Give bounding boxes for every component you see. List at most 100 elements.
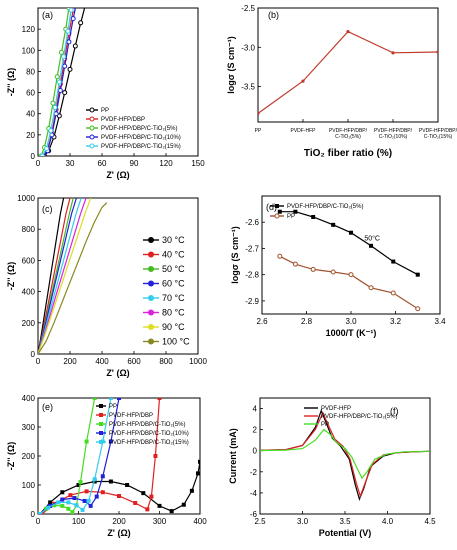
data-point xyxy=(108,398,113,400)
data-point xyxy=(157,503,162,508)
data-point xyxy=(52,503,57,508)
y-tick-label: 100 xyxy=(22,46,36,55)
y-tick-label: -6 xyxy=(250,510,258,519)
data-point xyxy=(117,398,121,400)
data-point xyxy=(60,497,65,502)
y-axis-label: Current (mA) xyxy=(228,428,238,484)
x-tick-label: 200 xyxy=(112,517,126,526)
data-point xyxy=(169,509,174,514)
data-point xyxy=(368,285,374,291)
legend-label: 50 °C xyxy=(162,264,185,274)
data-point xyxy=(100,474,105,479)
panel-label: (a) xyxy=(42,10,53,20)
legend-marker xyxy=(89,143,95,149)
data-point xyxy=(78,20,84,26)
data-point xyxy=(66,39,72,45)
data-point xyxy=(61,54,67,60)
y-tick-label: -4 xyxy=(250,489,258,498)
x-category-label: C-TiO₂(10%) xyxy=(379,134,408,140)
legend-marker xyxy=(148,251,154,258)
legend-label: 80 °C xyxy=(162,308,185,318)
panel-c: 0 200 400 600 800 1000 0 200 400 600 800 1000 Z' (Ω)… xyxy=(6,194,207,378)
legend-marker xyxy=(148,295,154,301)
data-layer xyxy=(258,29,438,115)
data-point xyxy=(48,500,53,505)
series-line xyxy=(38,198,65,354)
legend-label: PVDF-HFP/DBP/C-TiO₂(15%) xyxy=(109,440,189,446)
data-point xyxy=(145,507,150,512)
y-axis-label: -Z'' (Ω) xyxy=(6,262,16,291)
data-point xyxy=(149,494,154,499)
legend-label: PP xyxy=(287,214,295,220)
y-tick-label: 0 xyxy=(31,350,36,359)
panel-b: PP PVDF-HFP PVDF-HFP/DBP/C-TiO₂(5%)PVDF-HF… xyxy=(226,4,457,159)
legend-label: PVDF-HFP/DBP/C-TiO₂(5%) xyxy=(101,126,177,132)
legend-marker xyxy=(89,134,95,140)
y-tick-label: -2.7 xyxy=(245,244,259,253)
x-tick-label: 300 xyxy=(153,517,167,526)
data-point xyxy=(133,500,138,505)
data-point xyxy=(78,480,83,485)
panel-d: 2.6 2.8 3.0 3.2 3.4 -2.6 -2.7 -2.8 -2.9 1000/T (K… xyxy=(230,195,446,338)
y-tick-label: 0 xyxy=(253,447,258,456)
data-point xyxy=(56,500,61,505)
data-point xyxy=(92,398,97,400)
panel-label: (d) xyxy=(266,202,277,212)
legend-label: 70 °C xyxy=(162,293,185,303)
y-tick-label: 0 xyxy=(31,510,36,519)
data-point xyxy=(117,494,121,499)
x-axis-label: TiO₂ fiber ratio (%) xyxy=(304,148,392,159)
data-point xyxy=(348,272,354,278)
legend-marker xyxy=(275,204,279,208)
legend-label: PVDF-HFP/DBP/C-TiO₂(5%) xyxy=(321,414,397,420)
x-category-label: PVDF-HFP/DBP/ xyxy=(419,128,457,134)
data-point xyxy=(88,503,93,508)
y-tick-label: 400 xyxy=(22,288,36,297)
y-tick-label: -3.0 xyxy=(241,43,255,52)
data-point xyxy=(94,494,99,499)
data-point xyxy=(369,243,374,248)
data-point xyxy=(74,503,79,508)
x-axis-label: Z' (Ω) xyxy=(107,528,130,538)
data-point xyxy=(277,209,282,214)
data-point xyxy=(84,489,89,494)
data-layer xyxy=(260,409,430,502)
y-axis-label: -Z'' (Ω) xyxy=(6,442,16,471)
legend-marker xyxy=(99,422,103,426)
y-tick-label: 300 xyxy=(22,423,36,432)
data-point xyxy=(66,506,71,511)
data-point xyxy=(68,8,74,13)
legend-label: PVDF-HFP/DBP/C-TiO₂(10%) xyxy=(109,431,189,437)
series-line xyxy=(260,428,430,480)
x-axis-label: Z' (Ω) xyxy=(106,368,129,378)
legend-label: PVDF-HFP/DBP/C-TiO₂(5%) xyxy=(287,204,363,210)
panel-f: 2.5 3.0 3.5 4.0 4.5 -6 -4 -2 0 2 4 Potential (V) Cur… xyxy=(228,397,436,538)
x-tick-label: 0 xyxy=(36,159,41,168)
data-layer xyxy=(277,209,421,312)
x-tick-label: 4.5 xyxy=(424,517,436,526)
legend-marker xyxy=(89,116,95,122)
data-point xyxy=(346,29,350,34)
x-tick-label: 120 xyxy=(159,159,173,168)
plot-frame xyxy=(257,7,439,123)
data-point xyxy=(108,479,113,484)
y-tick-label: -2 xyxy=(250,468,258,477)
series-line xyxy=(38,198,92,354)
legend-label: PP xyxy=(101,108,109,114)
panel-label: (c) xyxy=(42,204,53,214)
legend-marker xyxy=(148,309,154,316)
data-point xyxy=(38,512,43,514)
data-point xyxy=(330,269,336,275)
annotation-label: 50°C xyxy=(364,235,380,243)
data-point xyxy=(125,483,130,487)
x-tick-label: 90 xyxy=(130,159,139,168)
legend-marker xyxy=(148,338,154,345)
data-point xyxy=(60,503,65,508)
data-point xyxy=(349,230,353,235)
legend: PVDF-HFP/DBP/C-TiO₂(5%) PP xyxy=(270,204,363,220)
y-axis-label: logσ (S cm⁻¹) xyxy=(230,226,240,283)
series-line xyxy=(38,198,71,354)
legend-label: 30 °C xyxy=(162,235,185,245)
data-point xyxy=(67,66,73,72)
data-point xyxy=(48,128,54,134)
